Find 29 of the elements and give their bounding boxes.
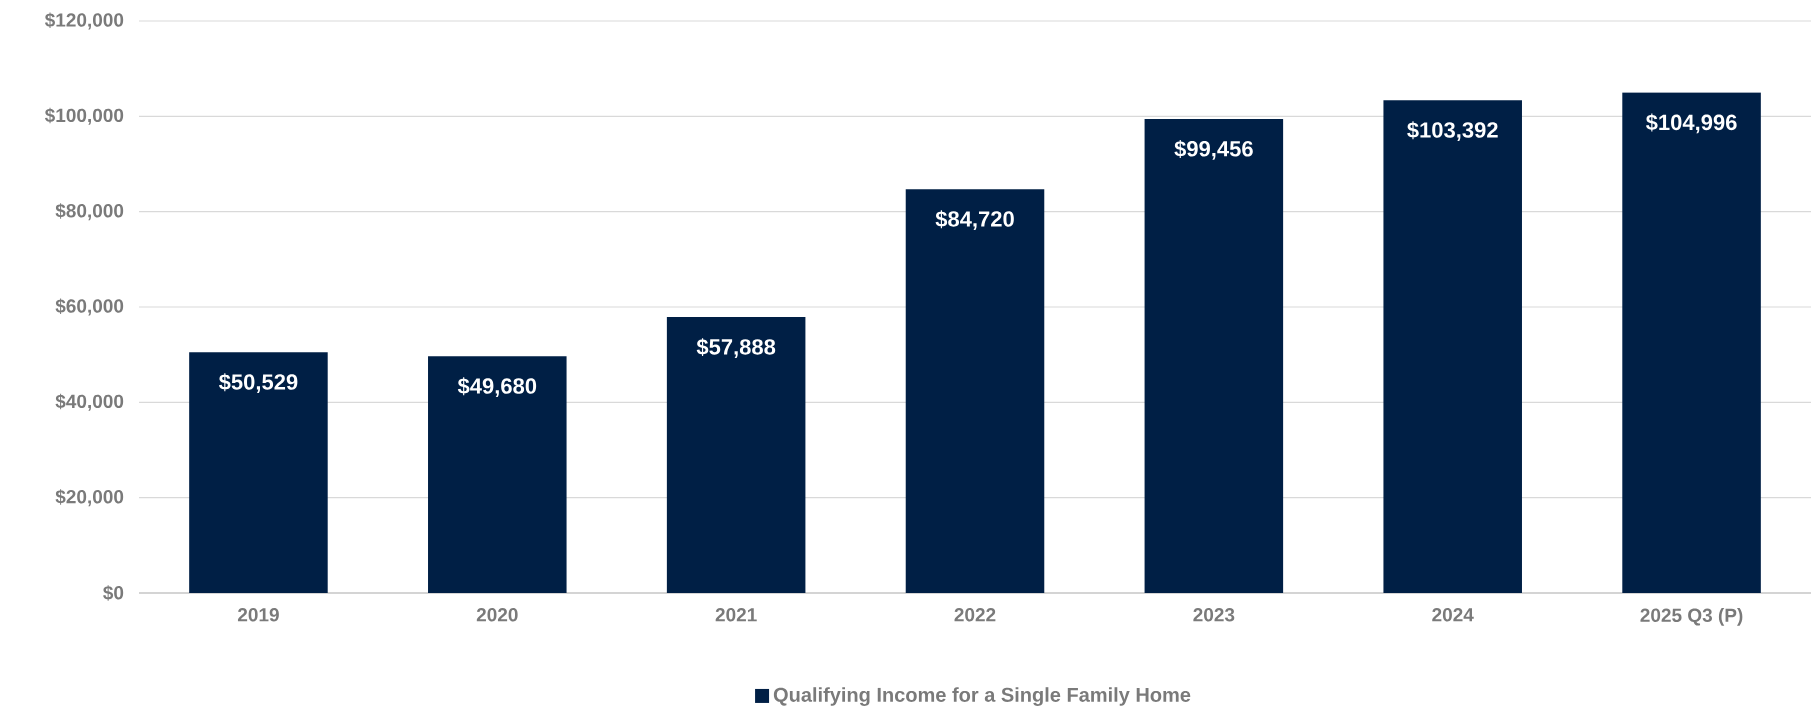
data-label: $57,888 — [696, 338, 776, 358]
bar — [1622, 92, 1761, 593]
data-label: $99,456 — [1174, 140, 1253, 160]
x-tick-label: 2023 — [1193, 608, 1235, 622]
y-tick-label: $120,000 — [44, 12, 124, 30]
legend-label: Qualifying Income for a Single Family Home — [773, 687, 1191, 706]
x-tick-label: 2020 — [476, 608, 518, 622]
x-tick-label: 2022 — [954, 608, 996, 622]
y-tick-label: $0 — [103, 585, 124, 601]
x-tick-label: 2024 — [1432, 608, 1474, 622]
bar — [905, 189, 1045, 593]
y-tick-label: $20,000 — [55, 489, 124, 507]
y-tick-label: $100,000 — [44, 107, 124, 125]
data-label: $49,680 — [457, 377, 537, 398]
bar — [428, 356, 567, 593]
x-tick-label: 2019 — [237, 608, 279, 622]
data-label: $104,996 — [1645, 113, 1737, 134]
data-label: $84,720 — [935, 210, 1014, 230]
data-label: $50,529 — [218, 373, 298, 393]
bar — [1383, 100, 1522, 593]
bar — [189, 352, 328, 593]
x-tick-label: 2021 — [715, 608, 757, 622]
y-tick-label: $80,000 — [55, 203, 124, 221]
bar — [1144, 118, 1284, 593]
data-label: $103,392 — [1407, 121, 1498, 141]
bar — [666, 317, 806, 593]
x-tick-label: 2025 Q3 (P) — [1640, 608, 1743, 626]
y-tick-label: $40,000 — [55, 393, 124, 411]
y-tick-label: $60,000 — [55, 298, 124, 316]
